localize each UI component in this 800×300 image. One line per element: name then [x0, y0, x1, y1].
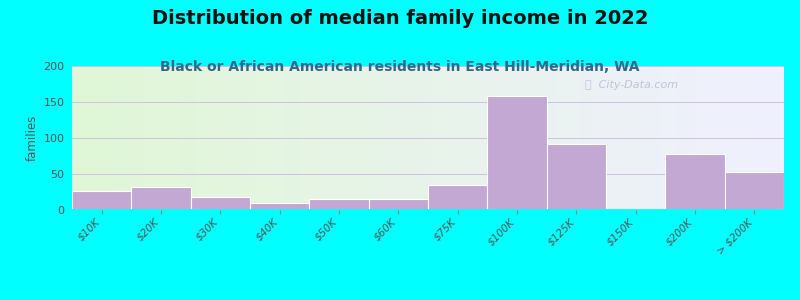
Text: Distribution of median family income in 2022: Distribution of median family income in …: [152, 9, 648, 28]
Bar: [310, 199, 369, 210]
Text: Black or African American residents in East Hill-Meridian, WA: Black or African American residents in E…: [160, 60, 640, 74]
Bar: [487, 96, 546, 210]
Bar: [428, 185, 487, 210]
Bar: [725, 172, 784, 210]
Bar: [190, 197, 250, 210]
Bar: [250, 203, 310, 210]
Bar: [131, 187, 190, 210]
Bar: [369, 199, 428, 210]
Y-axis label: families: families: [26, 115, 39, 161]
Text: ⓘ  City-Data.com: ⓘ City-Data.com: [585, 80, 678, 90]
Bar: [546, 144, 606, 210]
Bar: [72, 190, 131, 210]
Bar: [666, 154, 725, 210]
